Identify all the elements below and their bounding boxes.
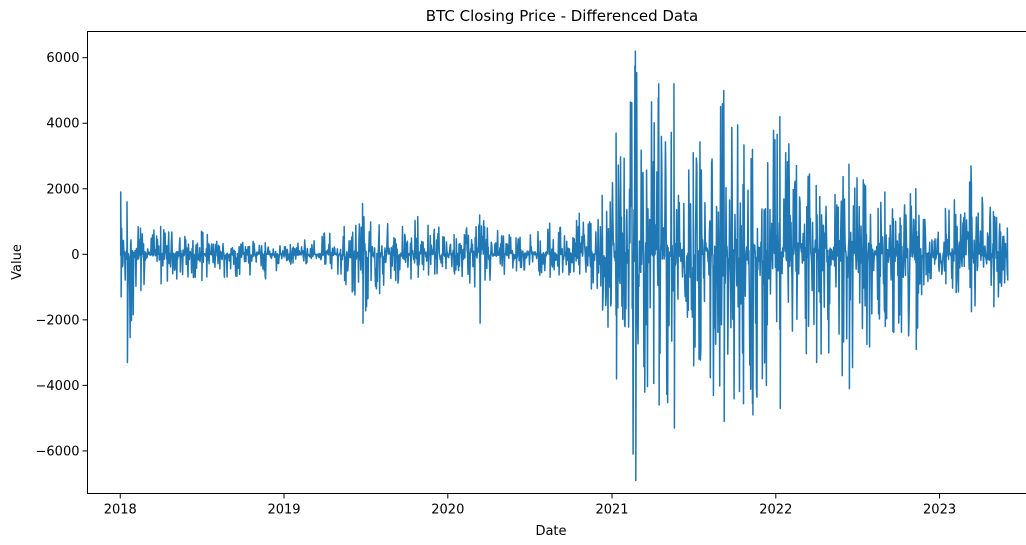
y-tick-label: 2000 <box>46 182 79 197</box>
y-tick-label: 6000 <box>46 51 79 66</box>
series-line <box>119 50 1009 482</box>
x-tick-label: 2019 <box>267 503 300 518</box>
y-tick-label: −2000 <box>36 313 80 328</box>
x-axis: 2018 2019 2020 2021 2022 2023 <box>104 493 956 518</box>
x-tick-label: 2018 <box>104 503 137 518</box>
y-axis: −6000 −4000 −2000 0 2000 4000 6000 <box>36 51 88 459</box>
x-tick-label: 2022 <box>759 503 792 518</box>
y-axis-label: Value <box>10 244 25 280</box>
plot-frame <box>87 31 1026 494</box>
series-layer <box>119 50 1009 482</box>
x-axis-label: Date <box>535 524 566 539</box>
x-tick-label: 2023 <box>923 503 956 518</box>
y-tick-label: −4000 <box>36 379 80 394</box>
y-tick-label: 0 <box>71 248 79 263</box>
x-tick-label: 2020 <box>431 503 464 518</box>
x-tick-label: 2021 <box>595 503 628 518</box>
chart-title: BTC Closing Price - Differenced Data <box>426 7 698 25</box>
y-tick-label: −6000 <box>36 444 80 459</box>
y-tick-label: 4000 <box>46 117 79 132</box>
